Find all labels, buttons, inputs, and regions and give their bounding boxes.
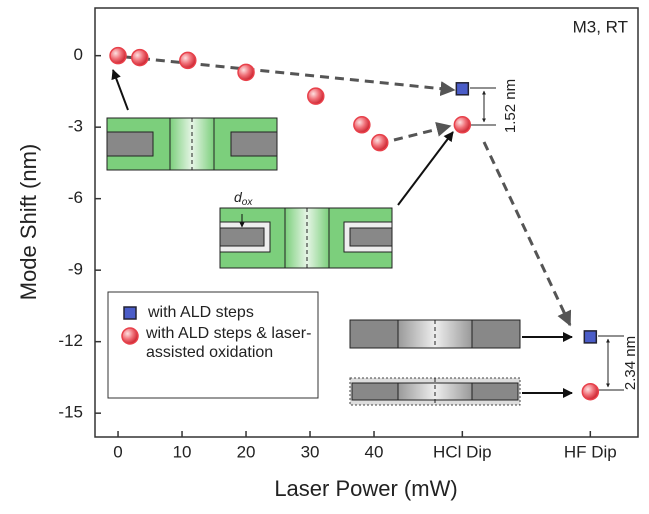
annotation: d [234, 189, 243, 205]
marker [583, 330, 598, 344]
dashed-arrow [393, 121, 452, 142]
x-tick-label: HF Dip [564, 442, 617, 461]
y-tick-label: 0 [74, 45, 83, 64]
x-tick-label: 40 [365, 442, 384, 461]
annotation: dox [234, 189, 253, 208]
marker [307, 87, 325, 105]
marker [353, 116, 371, 134]
x-tick-label: HCl Dip [433, 442, 492, 461]
marker [371, 133, 389, 152]
gap-bracket [470, 87, 624, 391]
x-axis-label: Laser Power (mW) [274, 476, 457, 501]
legend-label: with ALD steps & laser-assisted oxidatio… [146, 325, 312, 361]
legend-label: with ALD steps [147, 304, 254, 321]
dashed-arrow [125, 55, 456, 97]
legend-marker [121, 327, 139, 345]
annotation: 1.52 nm [502, 79, 519, 133]
device-diagram [349, 319, 521, 349]
arrow [111, 69, 129, 111]
dashed-arrow [482, 141, 572, 327]
y-tick-label: -9 [68, 260, 83, 279]
annotation: ox [242, 197, 254, 208]
plot-frame [94, 7, 639, 438]
annotation: M3, RT [573, 17, 628, 36]
arrow [397, 131, 454, 206]
y-tick-label: -3 [68, 117, 83, 136]
x-tick-label: 10 [173, 442, 192, 461]
marker [453, 116, 472, 134]
marker [455, 82, 470, 96]
legend [107, 291, 319, 399]
y-tick-label: -15 [58, 403, 83, 422]
marker [109, 46, 127, 65]
legend-marker [123, 306, 137, 320]
marker [179, 51, 197, 70]
marker [237, 63, 255, 82]
y-tick-label: -6 [68, 188, 83, 207]
x-tick-label: 20 [237, 442, 256, 461]
device-diagram [219, 207, 393, 269]
device-diagram [106, 117, 278, 171]
device-diagram [349, 377, 521, 406]
legend-text-box: with ALD steps & laser-assisted oxidatio… [146, 325, 312, 361]
x-tick-label: 0 [113, 442, 122, 461]
y-tick-label: -12 [58, 331, 83, 350]
annotation: 2.34 nm [622, 336, 639, 390]
marker [581, 382, 600, 401]
y-axis-label: Mode Shift (nm) [16, 144, 41, 301]
marker [131, 48, 149, 67]
x-tick-label: 30 [301, 442, 320, 461]
